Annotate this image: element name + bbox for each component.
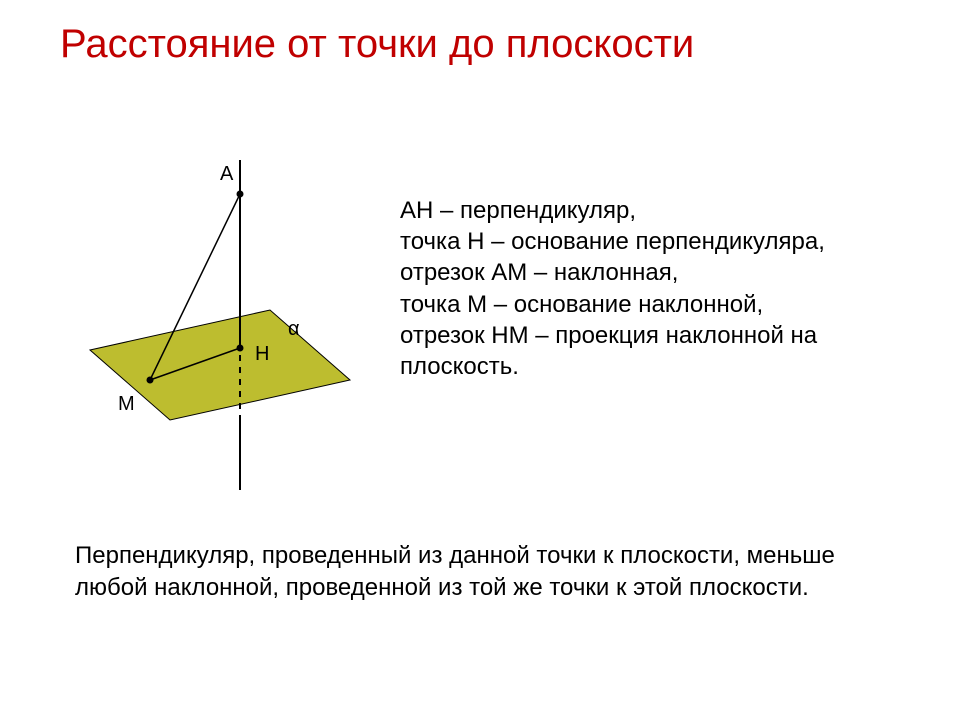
geometry-diagram: A H M α — [70, 160, 370, 500]
definitions-block: AH – перпендикуляр, точка H – основание … — [400, 195, 920, 382]
label-alpha: α — [288, 318, 300, 340]
definition-line: отрезок HM – проекция наклонной на плоск… — [400, 320, 920, 382]
point-a — [237, 191, 244, 198]
label-h: H — [255, 343, 269, 365]
definition-line: точка H – основание перпендикуляра, — [400, 226, 920, 257]
label-m: M — [118, 393, 135, 415]
definition-line: AH – перпендикуляр, — [400, 195, 920, 226]
footer-statement: Перпендикуляр, проведенный из данной точ… — [75, 540, 895, 605]
diagram-container: A H M α — [70, 160, 370, 500]
slide: Расстояние от точки до плоскости A H M α — [0, 0, 960, 720]
footer-line: Перпендикуляр, проведенный из данной точ… — [75, 540, 895, 605]
definition-line: отрезок AM – наклонная, — [400, 257, 920, 288]
definition-line: точка M – основание наклонной, — [400, 289, 920, 320]
point-m — [147, 377, 154, 384]
point-h — [237, 345, 244, 352]
page-title: Расстояние от точки до плоскости — [60, 20, 694, 68]
label-a: A — [220, 163, 234, 185]
